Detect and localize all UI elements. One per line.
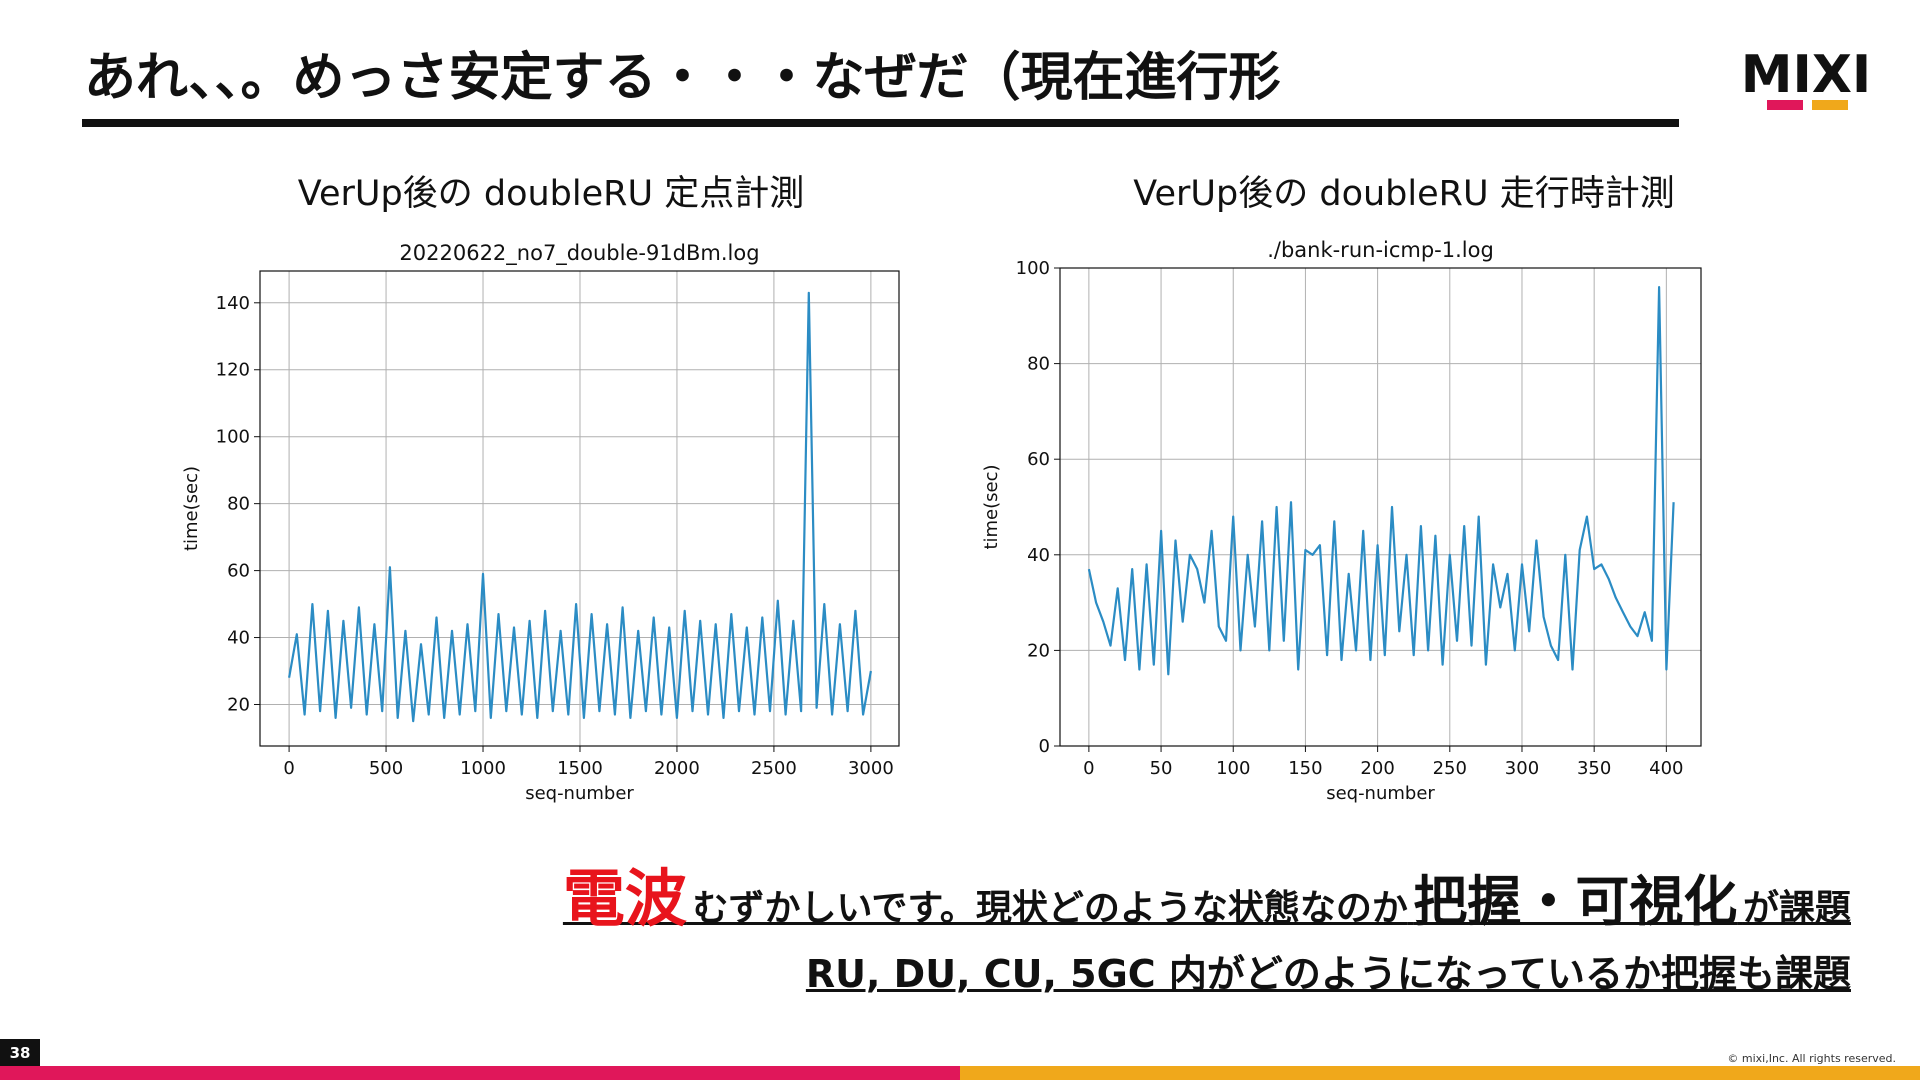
y-tick-label: 120 <box>216 360 250 381</box>
x-tick-label: 200 <box>1360 758 1394 779</box>
data-line <box>288 291 872 723</box>
y-tick-label: 40 <box>227 628 250 649</box>
y-tick-label: 80 <box>1027 354 1050 375</box>
message-text: むずかしいです。現状どのような状態なのか <box>692 888 1408 929</box>
x-tick-label: 350 <box>1577 758 1611 779</box>
y-tick-label: 80 <box>227 494 250 515</box>
x-tick-label: 0 <box>1083 758 1094 779</box>
x-tick-label: 1500 <box>557 758 603 779</box>
x-tick-label: 300 <box>1505 758 1539 779</box>
x-tick-label: 100 <box>1216 758 1250 779</box>
logo: MIXI <box>1741 45 1872 105</box>
chart-heading: VerUp後の doubleRU 走行時計測 <box>1133 174 1674 214</box>
x-tick-label: 0 <box>283 758 294 779</box>
x-axis-label: seq-number <box>525 783 634 804</box>
slide-title: あれ、、。めっさ安定する・・・なぜだ（現在進行形 <box>84 48 1281 108</box>
chart-title: ./bank-run-icmp-1.log <box>1267 238 1494 262</box>
x-tick-label: 400 <box>1649 758 1683 779</box>
message-line: RU, DU, CU, 5GC 内がどのようになっているか把握も課題 <box>805 952 1851 996</box>
y-axis-label: time(sec) <box>981 464 1002 549</box>
page-number: 38 <box>10 1044 31 1062</box>
page-number-box <box>0 1039 40 1066</box>
chart-title: 20220622_no7_double-91dBm.log <box>399 241 759 266</box>
footer-bar <box>0 1066 960 1080</box>
y-tick-label: 0 <box>1039 736 1050 757</box>
footer-bar <box>960 1066 1920 1080</box>
x-tick-label: 150 <box>1288 758 1322 779</box>
x-tick-label: 250 <box>1433 758 1467 779</box>
y-tick-label: 20 <box>227 694 250 715</box>
message-text: が課題 <box>1742 888 1851 929</box>
chart-heading: VerUp後の doubleRU 定点計測 <box>298 174 804 214</box>
copyright: © mixi,Inc. All rights reserved. <box>1727 1052 1896 1065</box>
x-tick-label: 500 <box>369 758 403 779</box>
data-line <box>1087 286 1675 676</box>
y-tick-label: 100 <box>216 427 250 448</box>
logo-bar <box>1767 100 1803 110</box>
title-underline <box>82 119 1679 127</box>
plot-frame <box>259 270 900 747</box>
y-tick-label: 60 <box>227 561 250 582</box>
y-axis-label: time(sec) <box>181 466 202 551</box>
y-tick-label: 40 <box>1027 545 1050 566</box>
y-tick-label: 60 <box>1027 449 1050 470</box>
y-tick-label: 20 <box>1027 640 1050 661</box>
x-tick-label: 50 <box>1150 758 1173 779</box>
y-tick-label: 100 <box>1016 258 1050 279</box>
message-emphasis: 電波 <box>562 862 687 935</box>
x-tick-label: 1000 <box>460 758 506 779</box>
logo-bar <box>1812 100 1848 110</box>
message-line: 電波 むずかしいです。現状どのような状態なのか 把握・可視化 が課題 <box>563 848 1851 938</box>
message-emphasis: 把握・可視化 <box>1413 870 1738 933</box>
x-axis-label: seq-number <box>1326 783 1435 804</box>
x-tick-label: 2500 <box>751 758 797 779</box>
x-tick-label: 2000 <box>654 758 700 779</box>
y-tick-label: 140 <box>216 293 250 314</box>
x-tick-label: 3000 <box>848 758 894 779</box>
plot-frame <box>1059 267 1702 747</box>
